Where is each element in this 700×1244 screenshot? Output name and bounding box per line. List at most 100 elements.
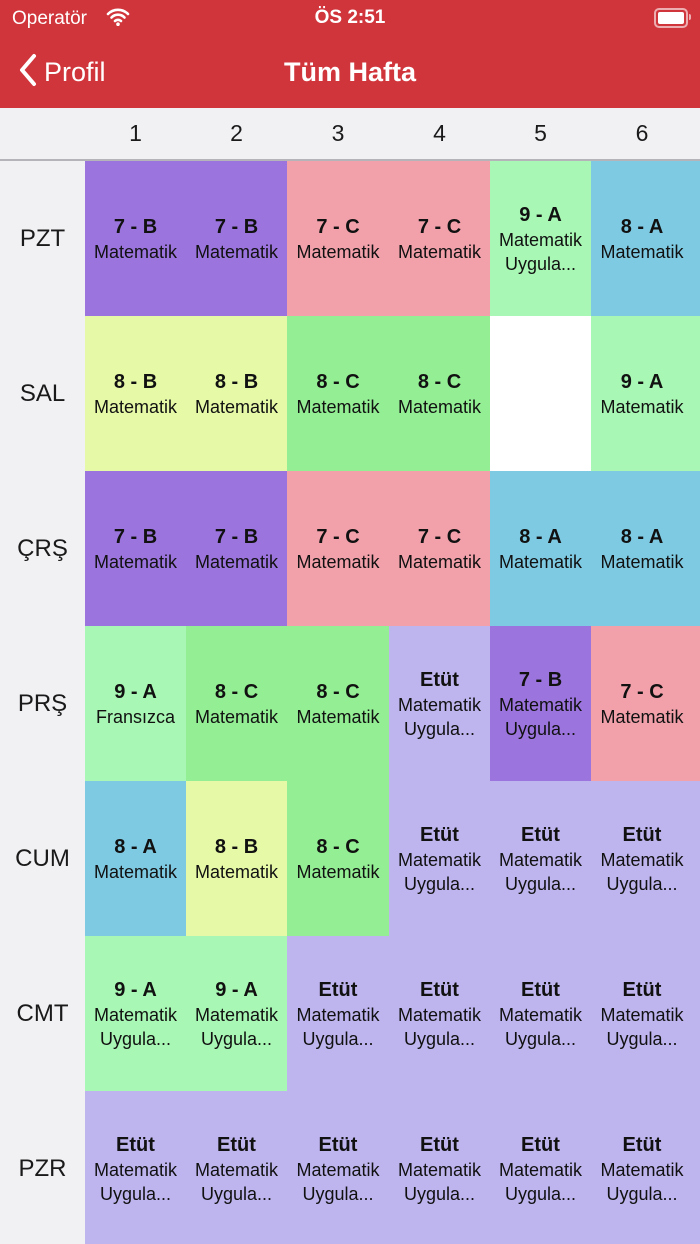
lesson-cell-partial[interactable] [693,1091,700,1244]
lesson-cell[interactable]: 8 - A Matematik [591,471,695,628]
lesson-cell[interactable]: Etüt Matematik Uygula... [389,1091,492,1244]
lesson-subject: Matematik [93,396,178,417]
lesson-cell-partial[interactable] [693,161,700,318]
lesson-cell[interactable]: 9 - A Fransızca [85,626,188,783]
lesson-cell[interactable]: 7 - C Matematik [287,471,391,628]
lesson-cell[interactable]: 8 - B Matematik [186,316,289,473]
lesson-cell[interactable]: 8 - C Matematik [287,626,391,783]
lesson-subject: Matematik [296,241,380,262]
lesson-subject-continued: Uygula... [504,1028,577,1049]
lesson-class: Etüt [116,1133,155,1156]
lesson-subject: Matematik [194,241,279,262]
lesson-cell[interactable]: 8 - B Matematik [85,316,188,473]
lesson-subject: Matematik [498,1004,583,1025]
period-header: 6 [591,108,695,161]
lesson-class: Etüt [420,1133,459,1156]
period-header: 1 [85,108,188,161]
lesson-cell-partial[interactable] [693,781,700,938]
lesson-class: Etüt [521,823,560,846]
lesson-class: Etüt [521,1133,560,1156]
lesson-cell[interactable]: 8 - B Matematik [186,781,289,938]
page-title: Tüm Hafta [283,57,416,87]
lesson-cell[interactable]: 8 - A Matematik [490,471,593,628]
lesson-subject: Matematik [296,706,380,727]
lesson-cell[interactable]: Etüt Matematik Uygula... [490,1091,593,1244]
lesson-cell-partial[interactable] [693,626,700,783]
lesson-subject: Matematik [194,551,279,572]
lesson-subject-continued: Uygula... [504,718,577,739]
lesson-cell[interactable]: 8 - A Matematik [85,781,188,938]
lesson-cell[interactable]: Etüt Matematik Uygula... [287,1091,391,1244]
lesson-subject: Matematik [93,551,178,572]
lesson-cell[interactable]: Etüt Matematik Uygula... [85,1091,188,1244]
battery-icon [654,8,691,28]
lesson-cell[interactable]: Etüt Matematik Uygula... [186,1091,289,1244]
lesson-cell[interactable]: 9 - A Matematik [591,316,695,473]
lesson-cell[interactable]: Etüt Matematik Uygula... [389,936,492,1093]
lesson-cell[interactable]: Etüt Matematik Uygula... [490,781,593,938]
back-button[interactable]: Profil [18,52,106,92]
lesson-cell[interactable]: 9 - A Matematik Uygula... [186,936,289,1093]
lesson-cell[interactable]: 7 - B Matematik Uygula... [490,626,593,783]
lesson-class: Etüt [622,823,662,846]
lesson-subject: Fransızca [95,706,176,727]
lesson-class: 9 - A [519,203,562,226]
grid-corner [0,108,87,161]
period-header-partial [693,108,700,161]
lesson-cell[interactable]: 7 - B Matematik [85,471,188,628]
lesson-cell[interactable]: 7 - C Matematik [389,161,492,318]
lesson-cell[interactable]: 9 - A Matematik Uygula... [490,161,593,318]
lesson-cell[interactable]: Etüt Matematik Uygula... [287,936,391,1093]
lesson-class: 7 - C [316,215,360,238]
lesson-subject-continued: Uygula... [99,1183,172,1204]
lesson-cell[interactable]: Etüt Matematik Uygula... [591,781,695,938]
lesson-cell[interactable]: 7 - C Matematik [287,161,391,318]
lesson-cell-partial[interactable] [693,936,700,1093]
lesson-class: 8 - C [316,835,360,858]
lesson-subject: Matematik [296,1159,380,1180]
lesson-subject: Matematik [194,1159,279,1180]
lesson-class: Etüt [420,978,459,1001]
lesson-subject: Matematik [498,694,583,715]
period-header: 2 [186,108,289,161]
lesson-class: Etüt [622,978,662,1001]
header-bar: Operatör ÖS 2:51 Profil Tüm Hafta [0,0,700,108]
lesson-cell-partial[interactable] [693,471,700,628]
lesson-cell[interactable]: 7 - B Matematik [85,161,188,318]
lesson-subject: Matematik [296,861,380,882]
lesson-cell[interactable]: 8 - A Matematik [591,161,695,318]
day-header: SAL [0,316,87,473]
lesson-cell[interactable]: Etüt Matematik Uygula... [389,626,492,783]
carrier-label: Operatör [12,8,87,29]
lesson-cell[interactable]: Etüt Matematik Uygula... [389,781,492,938]
wifi-icon [106,7,130,33]
lesson-cell[interactable]: 7 - B Matematik [186,161,289,318]
lesson-cell[interactable]: 8 - C Matematik [287,781,391,938]
lesson-cell[interactable]: Etüt Matematik Uygula... [490,936,593,1093]
lesson-cell[interactable]: 8 - C Matematik [389,316,492,473]
lesson-subject-continued: Uygula... [200,1183,273,1204]
lesson-class: 7 - C [620,680,664,703]
day-header: PZR [0,1091,87,1244]
lesson-subject: Matematik [93,861,178,882]
lesson-cell[interactable]: 9 - A Matematik Uygula... [85,936,188,1093]
lesson-class: 9 - A [215,978,258,1001]
lesson-subject-continued: Uygula... [606,873,678,894]
lesson-class: 7 - B [113,525,158,548]
lesson-cell[interactable]: 7 - C Matematik [389,471,492,628]
lesson-subject: Matematik [93,1004,178,1025]
lesson-cell[interactable]: 8 - C Matematik [287,316,391,473]
lesson-cell-partial[interactable] [693,316,700,473]
lesson-cell[interactable]: 7 - B Matematik [186,471,289,628]
status-bar: Operatör ÖS 2:51 [0,0,700,36]
lesson-cell[interactable]: Etüt Matematik Uygula... [591,936,695,1093]
empty-lesson-cell[interactable] [490,316,593,473]
lesson-cell[interactable]: 8 - C Matematik [186,626,289,783]
lesson-subject: Matematik [600,706,684,727]
lesson-class: Etüt [217,1133,256,1156]
lesson-cell[interactable]: 7 - C Matematik [591,626,695,783]
lesson-class: 8 - C [417,370,462,393]
lesson-cell[interactable]: Etüt Matematik Uygula... [591,1091,695,1244]
lesson-class: Etüt [521,978,560,1001]
lesson-subject-continued: Uygula... [403,873,476,894]
